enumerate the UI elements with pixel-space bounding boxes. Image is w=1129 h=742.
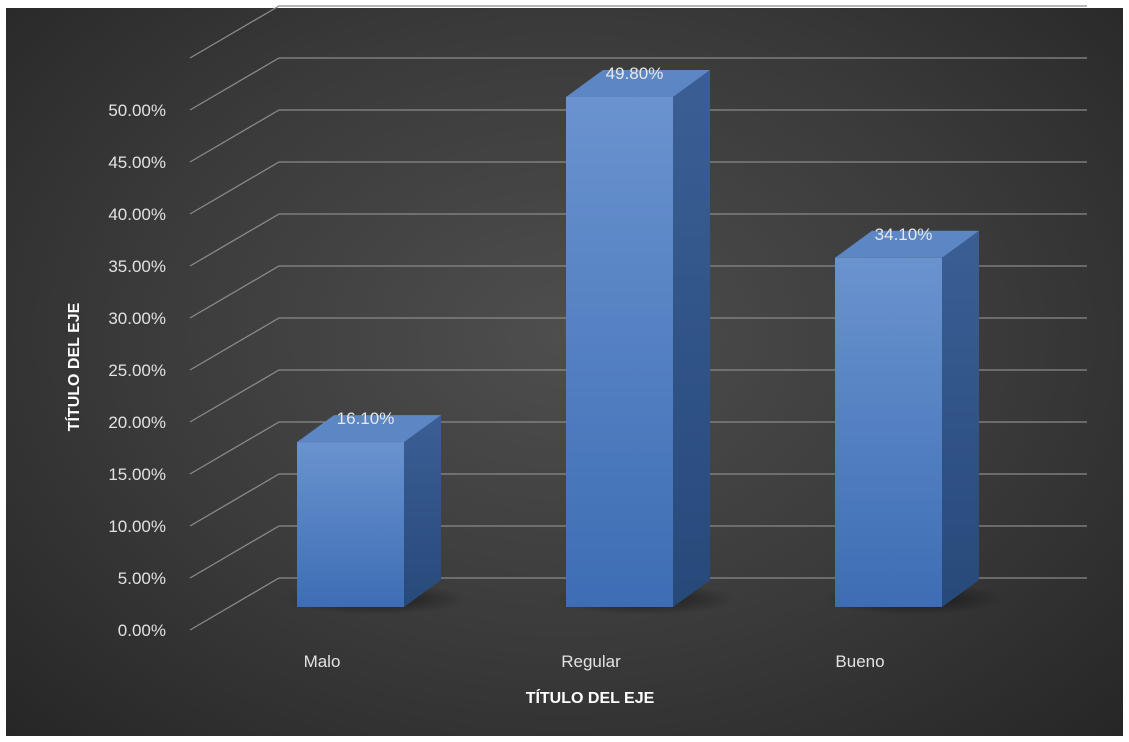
bar-side-malo: [404, 415, 441, 607]
gridline: [189, 577, 1087, 631]
gridline: [189, 161, 1087, 215]
x-tick-label: Malo: [304, 652, 341, 671]
gridline: [189, 5, 1087, 59]
y-tick-label: 5.00%: [118, 569, 166, 588]
y-tick-label: 40.00%: [108, 205, 166, 224]
gridline: [189, 525, 1087, 579]
y-tick-label: 20.00%: [108, 413, 166, 432]
bar-regular: [566, 97, 673, 607]
y-tick-label: 15.00%: [108, 465, 166, 484]
bar-top-malo: [297, 415, 441, 443]
bar-top-regular: [566, 70, 710, 97]
data-label: 49.80%: [606, 64, 664, 83]
y-axis-title: TÍTULO DEL EJE: [64, 302, 83, 431]
bar-side-bueno: [942, 230, 979, 607]
x-tick-label: Regular: [561, 652, 621, 671]
y-tick-label: 45.00%: [108, 153, 166, 172]
bar-malo: [297, 442, 404, 607]
bar-top-bueno: [835, 230, 979, 258]
gridline: [189, 265, 1087, 319]
y-tick-label: 50.00%: [108, 101, 166, 120]
y-tick-label: 25.00%: [108, 361, 166, 380]
data-label: 16.10%: [337, 409, 395, 428]
gridline: [189, 213, 1087, 267]
y-tick-label: 10.00%: [108, 517, 166, 536]
gridline: [189, 421, 1087, 475]
y-tick-label: 35.00%: [108, 257, 166, 276]
data-label: 34.10%: [875, 225, 933, 244]
y-tick-label: 30.00%: [108, 309, 166, 328]
y-tick-label: 0.00%: [118, 621, 166, 640]
bar-side-regular: [673, 70, 710, 607]
gridline: [189, 473, 1087, 527]
x-axis-title: TÍTULO DEL EJE: [526, 688, 655, 707]
gridline: [189, 317, 1087, 371]
gridline: [189, 369, 1087, 423]
gridline: [189, 109, 1087, 163]
bar-bueno: [835, 257, 942, 607]
x-tick-label: Bueno: [835, 652, 884, 671]
gridline: [189, 57, 1087, 111]
